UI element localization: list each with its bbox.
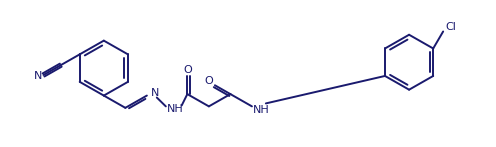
Text: NH: NH xyxy=(253,105,270,115)
Text: O: O xyxy=(204,76,213,86)
Text: NH: NH xyxy=(167,104,184,114)
Text: N: N xyxy=(151,88,159,98)
Text: N: N xyxy=(33,71,42,81)
Text: O: O xyxy=(183,65,192,75)
Text: Cl: Cl xyxy=(445,22,456,32)
